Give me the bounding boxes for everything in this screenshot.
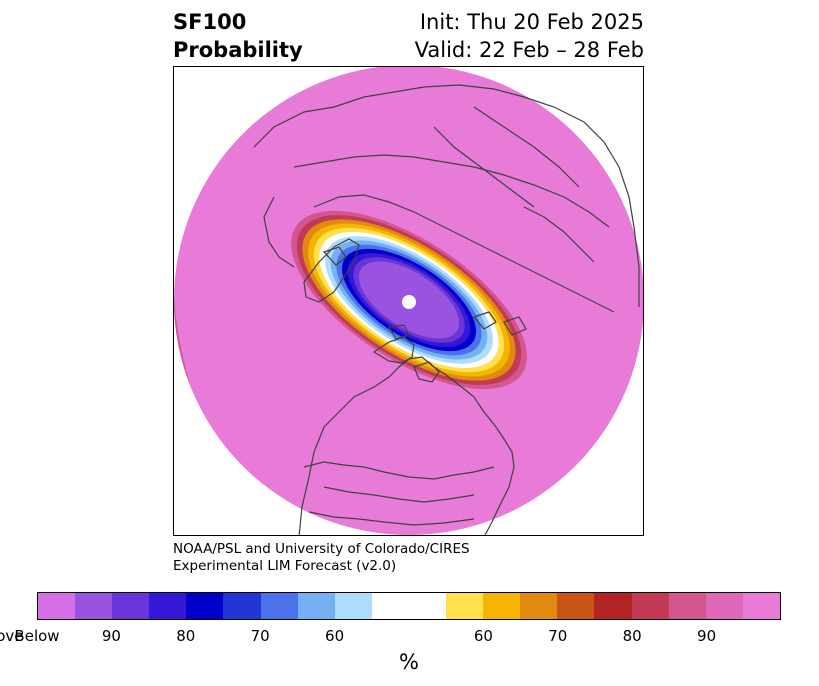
colorbar-tick-label: 70	[250, 627, 270, 645]
colorbar-segment	[297, 593, 335, 619]
colorbar-segment	[594, 593, 632, 619]
colorbar-segment	[705, 593, 743, 619]
polar-map	[174, 67, 643, 535]
attribution: NOAA/PSL and University of Colorado/CIRE…	[173, 541, 470, 575]
coastlines	[253, 84, 640, 535]
colorbar-segment	[446, 593, 484, 619]
colorbar-segment	[149, 593, 187, 619]
colorbar-tick-label: Above	[0, 627, 24, 645]
colorbar-segment	[668, 593, 706, 619]
colorbar-tick-label: Below	[14, 627, 60, 645]
title-metric: Probability	[173, 38, 303, 62]
colorbar-tick-label: 60	[473, 627, 493, 645]
map-title: SF100 Probability	[173, 8, 303, 64]
colorbar	[37, 592, 781, 620]
valid-range: Valid: 22 Feb – 28 Feb	[414, 38, 644, 62]
colorbar-segment	[557, 593, 595, 619]
colorbar-segment	[260, 593, 298, 619]
colorbar-segment	[371, 593, 447, 619]
colorbar-segment	[742, 593, 780, 619]
attribution-line1: NOAA/PSL and University of Colorado/CIRE…	[173, 541, 470, 557]
colorbar-segment	[223, 593, 261, 619]
colorbar-tick-label: 80	[176, 627, 196, 645]
colorbar-tick-label: 90	[697, 627, 717, 645]
forecast-dates: Init: Thu 20 Feb 2025 Valid: 22 Feb – 28…	[415, 8, 644, 64]
colorbar-segment	[334, 593, 372, 619]
colorbar-segment	[112, 593, 150, 619]
colorbar-tick-label: 80	[622, 627, 642, 645]
north-pole-marker	[402, 295, 416, 309]
colorbar-segment	[483, 593, 521, 619]
colorbar-tick-label: 90	[101, 627, 121, 645]
colorbar-tick-label: 60	[325, 627, 345, 645]
init-date: Init: Thu 20 Feb 2025	[419, 10, 644, 34]
colorbar-tick-label: 70	[548, 627, 568, 645]
colorbar-segment	[75, 593, 113, 619]
colorbar-segment	[631, 593, 669, 619]
colorbar-segment	[520, 593, 558, 619]
title-variable: SF100	[173, 10, 247, 34]
colorbar-segment	[38, 593, 76, 619]
map-panel	[173, 66, 644, 536]
attribution-line2: Experimental LIM Forecast (v2.0)	[173, 558, 397, 574]
colorbar-segment	[186, 593, 224, 619]
colorbar-unit-label: %	[399, 650, 419, 674]
